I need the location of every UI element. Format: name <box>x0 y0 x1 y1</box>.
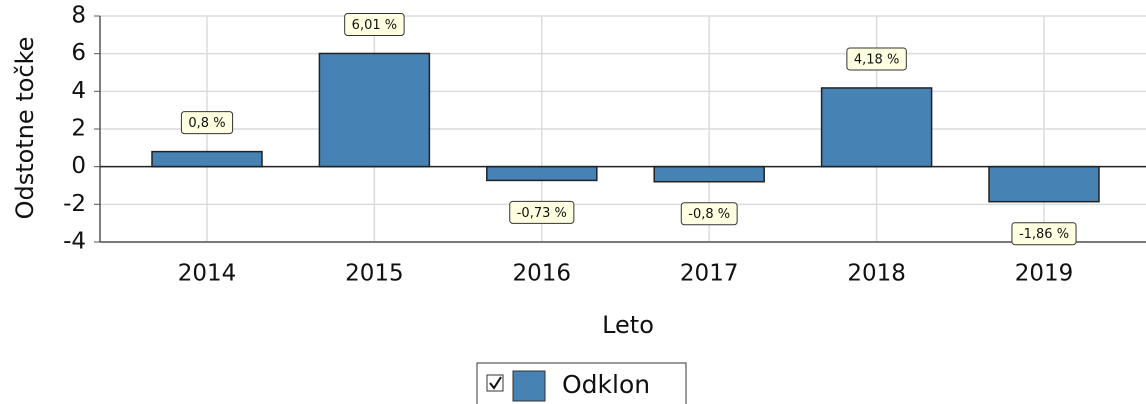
x-axis-title: Leto <box>602 311 654 339</box>
value-label: 6,01 % <box>344 12 405 36</box>
value-label-text: 0,8 % <box>188 116 225 131</box>
value-label: -0,8 % <box>680 202 738 226</box>
value-label-text: -0,8 % <box>688 207 730 222</box>
legend[interactable]: Odklon <box>476 362 687 404</box>
x-tick-label: 2019 <box>1015 261 1074 287</box>
y-tick-label: -2 <box>63 191 86 217</box>
legend-label: Odklon <box>562 370 650 399</box>
x-tick-label: 2014 <box>178 261 237 287</box>
value-label-box <box>180 111 234 135</box>
y-tick-label: -4 <box>63 229 86 255</box>
value-label-text: 6,01 % <box>352 18 397 33</box>
value-label-box <box>846 47 907 71</box>
value-label: -0,73 % <box>509 200 575 224</box>
value-label-text: 4,18 % <box>854 52 899 67</box>
y-tick-label: 0 <box>71 153 86 179</box>
value-label-box <box>680 202 738 226</box>
x-tick-label: 2018 <box>847 261 906 287</box>
value-label: -1,86 % <box>1011 222 1077 246</box>
value-label-box <box>344 12 405 36</box>
x-tick-label: 2016 <box>513 261 572 287</box>
value-label-box <box>509 200 575 224</box>
y-tick-label: 4 <box>71 78 86 104</box>
bar <box>653 165 765 183</box>
y-tick-label: 2 <box>71 116 86 142</box>
value-label-box <box>1011 222 1077 246</box>
bar <box>151 150 263 168</box>
bar <box>820 87 933 168</box>
legend-box <box>476 362 687 404</box>
x-tick-label: 2017 <box>680 261 739 287</box>
bar <box>486 165 598 182</box>
x-tick-label: 2015 <box>345 261 404 287</box>
value-label-text: -1,86 % <box>1019 227 1069 242</box>
bar <box>988 165 1100 203</box>
value-label: 4,18 % <box>846 47 907 71</box>
y-tick-label: 8 <box>71 3 86 29</box>
y-axis-title: Odstotne točke <box>11 37 39 220</box>
value-label: 0,8 % <box>180 111 234 135</box>
bar <box>318 52 431 168</box>
value-label-text: -0,73 % <box>517 206 567 221</box>
check-mark <box>489 376 502 390</box>
y-tick-label: 6 <box>71 40 86 66</box>
legend-swatch <box>512 370 546 402</box>
